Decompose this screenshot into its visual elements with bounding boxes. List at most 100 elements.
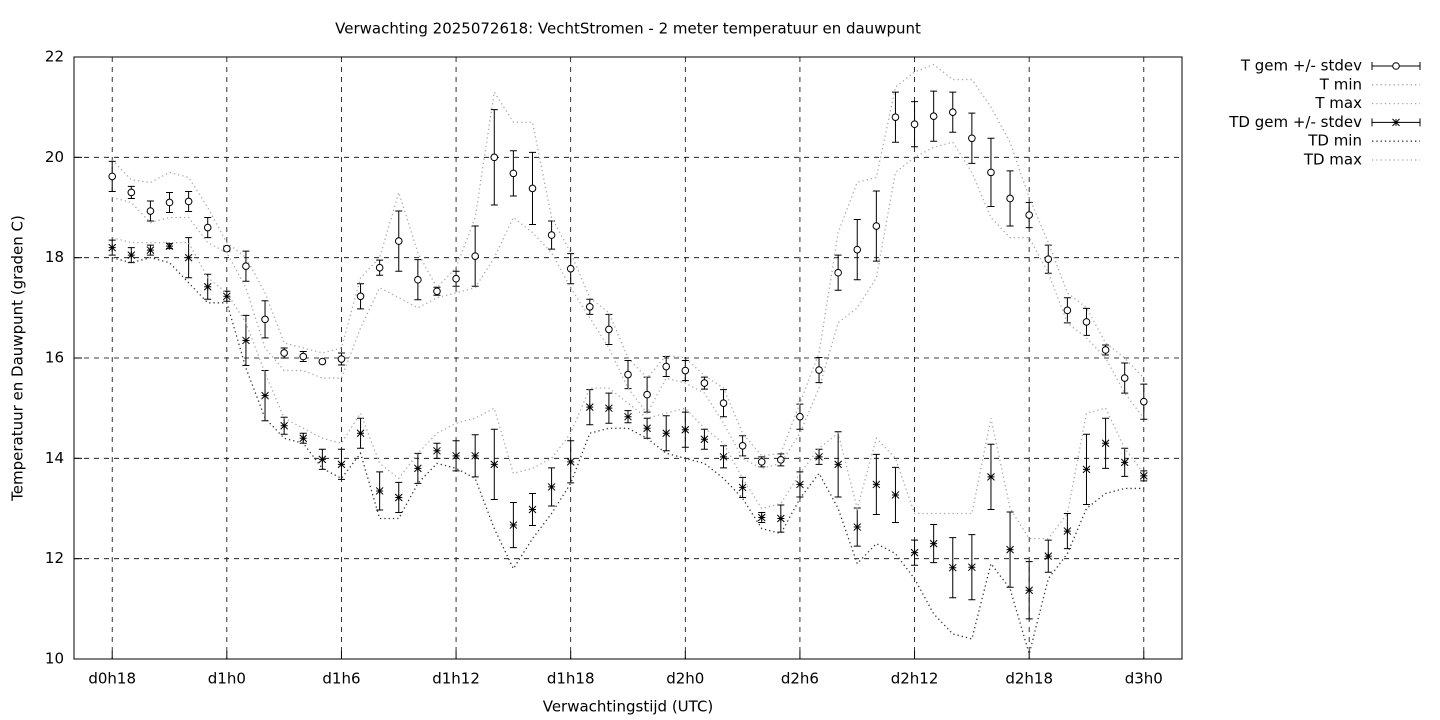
series-line xyxy=(112,141,1145,470)
data-point xyxy=(834,268,842,277)
data-point xyxy=(1063,527,1072,535)
data-point xyxy=(337,355,346,363)
x-tick-label: d2h12 xyxy=(891,670,939,688)
data-point xyxy=(681,366,690,375)
data-point xyxy=(490,460,499,469)
data-point xyxy=(929,539,938,548)
data-point xyxy=(968,134,976,143)
data-point xyxy=(929,112,938,120)
data-point xyxy=(872,222,881,230)
y-tick-label: 12 xyxy=(45,549,64,567)
data-point xyxy=(968,563,976,572)
data-point xyxy=(433,287,441,296)
data-point xyxy=(318,455,327,464)
series-line xyxy=(111,63,1145,457)
legend-marker xyxy=(1392,118,1400,127)
data-point xyxy=(452,274,460,283)
data-point xyxy=(184,197,193,206)
x-tick-label: d1h6 xyxy=(322,670,360,688)
chart-title: Verwachting 2025072618: VechtStromen - 2… xyxy=(335,20,921,38)
data-point xyxy=(853,523,862,531)
data-point xyxy=(471,451,480,460)
data-point xyxy=(987,168,995,177)
data-point xyxy=(299,352,308,361)
data-point xyxy=(242,262,250,270)
y-tick-label: 20 xyxy=(45,148,64,166)
data-point xyxy=(776,514,785,523)
x-tick-label: d1h0 xyxy=(208,670,246,688)
data-point xyxy=(299,434,308,443)
data-point xyxy=(356,429,365,438)
data-point xyxy=(1025,211,1033,219)
data-point xyxy=(280,349,288,357)
data-point xyxy=(471,252,479,260)
data-point xyxy=(796,412,804,421)
data-point xyxy=(108,243,117,252)
data-point xyxy=(1139,397,1148,406)
data-point xyxy=(261,315,269,324)
data-point xyxy=(1101,439,1110,448)
data-point xyxy=(566,264,575,273)
data-point xyxy=(318,357,327,366)
data-point xyxy=(452,451,460,460)
data-point xyxy=(719,452,728,461)
data-point xyxy=(375,487,384,495)
data-point xyxy=(375,263,384,272)
y-tick-label: 22 xyxy=(45,48,64,66)
legend-label: T max xyxy=(1314,94,1362,112)
data-point xyxy=(585,303,594,311)
data-point xyxy=(203,282,212,291)
data-point xyxy=(547,483,556,491)
data-point xyxy=(738,483,747,492)
y-tick-label: 16 xyxy=(45,349,64,367)
y-axis-label: Temperatuur en Dauwpunt (graden C) xyxy=(9,215,27,502)
data-point xyxy=(1044,255,1053,263)
data-point xyxy=(203,223,212,232)
data-point xyxy=(242,336,250,345)
data-point xyxy=(1101,346,1110,354)
data-point xyxy=(757,513,766,522)
legend-label: TD gem +/- stdev xyxy=(1228,113,1362,131)
x-tick-label: d1h12 xyxy=(432,670,480,688)
data-point xyxy=(528,505,537,514)
data-point xyxy=(127,188,136,197)
data-point xyxy=(834,460,842,469)
data-point xyxy=(872,480,881,489)
data-point xyxy=(280,421,288,430)
x-tick-label: d2h18 xyxy=(1005,670,1053,688)
x-tick-label: d2h0 xyxy=(666,670,704,688)
data-point xyxy=(566,457,575,466)
data-point xyxy=(738,441,747,450)
x-tick-label: d0h18 xyxy=(88,670,136,688)
data-point xyxy=(891,491,900,499)
data-point xyxy=(184,253,193,262)
data-point xyxy=(815,452,823,461)
data-point xyxy=(624,412,632,421)
data-point xyxy=(605,325,613,334)
data-point xyxy=(528,184,537,193)
y-tick-label: 14 xyxy=(45,449,64,467)
data-point xyxy=(146,246,155,254)
data-point xyxy=(815,366,823,374)
data-point xyxy=(1120,374,1129,382)
data-point xyxy=(414,275,422,284)
data-point xyxy=(490,153,499,162)
x-tick-label: d1h18 xyxy=(547,670,595,688)
legend-label: TD max xyxy=(1303,151,1362,169)
data-point xyxy=(222,292,231,301)
data-point xyxy=(700,435,709,444)
data-point xyxy=(394,237,403,245)
data-point xyxy=(165,242,174,250)
data-point xyxy=(700,379,709,387)
data-point xyxy=(681,425,690,434)
data-point xyxy=(1063,306,1072,315)
data-point xyxy=(509,521,518,529)
data-point xyxy=(891,113,900,121)
data-point xyxy=(796,480,804,489)
data-point xyxy=(605,404,613,413)
data-point xyxy=(1082,318,1091,326)
data-point xyxy=(624,370,632,379)
data-point xyxy=(337,460,346,469)
